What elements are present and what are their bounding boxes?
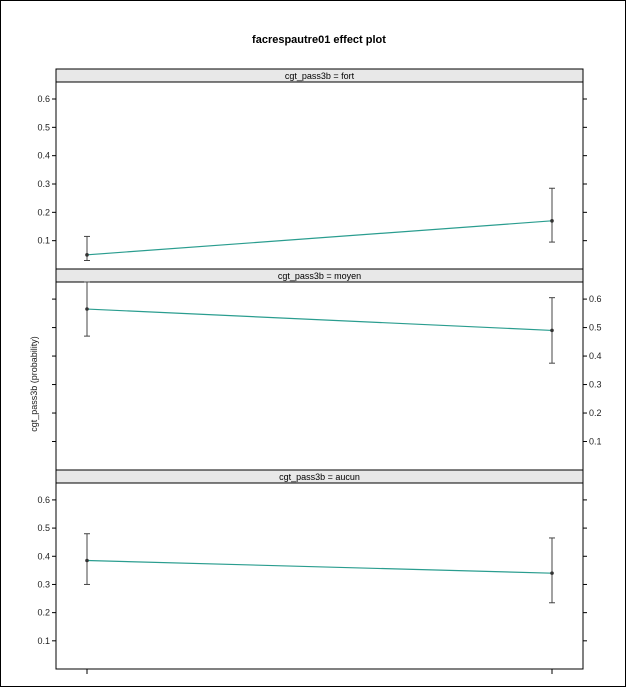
y-tick-label: 0.5 — [37, 122, 50, 132]
series-line — [86, 220, 553, 256]
panel-strip-label: cgt_pass3b = fort — [285, 71, 355, 81]
series-line — [86, 308, 553, 332]
panel-box — [55, 81, 584, 270]
y-tick-label: 0.4 — [37, 551, 50, 561]
y-tick-label: 0.2 — [37, 207, 50, 217]
y-tick-label: 0.1 — [37, 636, 50, 646]
y-tick-label: 0.2 — [589, 408, 602, 418]
data-point — [85, 253, 89, 257]
data-point — [550, 328, 554, 333]
panel-box — [55, 281, 584, 471]
panels-group: cgt_pass3b = fort 0.1 0.2 0.3 0.4 0.5 0.6 cgt_p… — [37, 68, 602, 674]
y-tick-label: 0.5 — [37, 523, 50, 533]
series-line — [86, 559, 553, 574]
panel-strip-label: cgt_pass3b = moyen — [278, 271, 361, 281]
y-tick-label: 0.3 — [589, 380, 602, 390]
y-tick-label: 0.4 — [589, 351, 602, 361]
y-tick-label: 0.5 — [589, 323, 602, 333]
y-tick-label: 0.6 — [37, 94, 50, 104]
y-tick-label: 0.4 — [37, 151, 50, 161]
chart-title: facrespautre01 effect plot — [252, 34, 386, 46]
data-point — [85, 558, 89, 563]
y-tick-label: 0.1 — [589, 437, 602, 447]
y-tick-label: 0.2 — [37, 608, 50, 618]
y-tick-label: 0.6 — [589, 294, 602, 304]
panel-strip-label: cgt_pass3b = aucun — [279, 472, 360, 482]
y-axis-label: cgt_pass3b (probability) — [29, 336, 39, 432]
y-tick-label: 0.3 — [37, 579, 50, 589]
y-tick-label: 0.1 — [37, 236, 50, 246]
data-point — [550, 219, 554, 223]
panel-box — [55, 482, 584, 670]
data-point — [85, 307, 89, 311]
data-point — [550, 571, 554, 575]
y-tick-label: 0.6 — [37, 495, 50, 505]
y-tick-label: 0.3 — [37, 179, 50, 189]
